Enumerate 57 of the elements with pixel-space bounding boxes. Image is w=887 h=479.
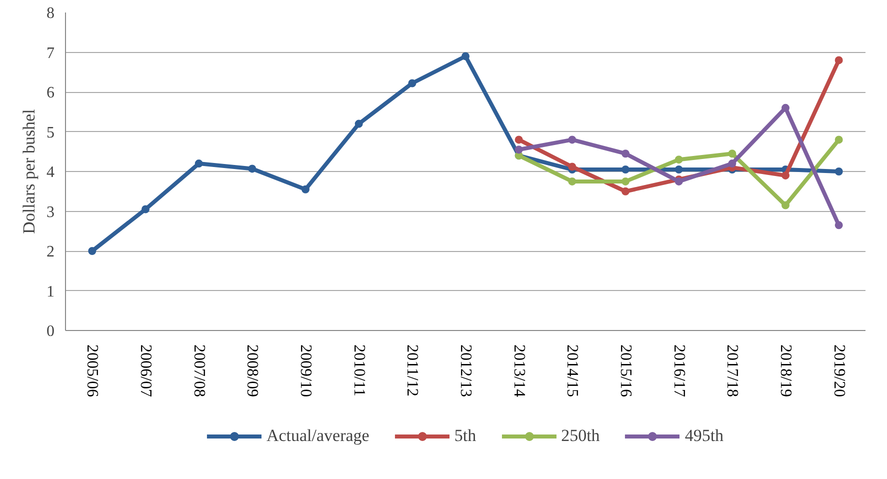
point bbox=[142, 205, 150, 214]
y-tick-label: 4 bbox=[46, 164, 54, 181]
point bbox=[622, 150, 630, 158]
x-tick-label: 2008/09 bbox=[244, 344, 261, 397]
y-tick-label: 3 bbox=[46, 204, 54, 221]
point bbox=[834, 56, 843, 64]
point bbox=[674, 156, 683, 164]
point bbox=[728, 160, 736, 168]
y-tick-label: 0 bbox=[46, 323, 54, 340]
point bbox=[568, 177, 576, 186]
point bbox=[622, 166, 630, 174]
legend-label: 495th bbox=[684, 426, 724, 446]
x-tick-label: 2014/15 bbox=[564, 344, 581, 397]
point bbox=[194, 160, 203, 168]
point bbox=[782, 104, 790, 112]
point bbox=[514, 136, 523, 144]
x-tick-label: 2016/17 bbox=[670, 344, 688, 397]
x-tick-label: 2013/14 bbox=[510, 344, 528, 397]
legend-label: Actual/average bbox=[266, 426, 370, 446]
point bbox=[622, 187, 630, 196]
point bbox=[462, 52, 470, 60]
y-tick-label: 5 bbox=[46, 124, 54, 142]
legend-label: 250th bbox=[561, 426, 600, 446]
point bbox=[302, 185, 310, 194]
x-tick-label: 2009/10 bbox=[297, 344, 314, 397]
point bbox=[248, 164, 256, 173]
x-tick-label: 2012/13 bbox=[457, 344, 474, 397]
point bbox=[834, 221, 843, 230]
x-tick-label: 2018/19 bbox=[777, 344, 794, 397]
point bbox=[354, 120, 363, 128]
point bbox=[568, 136, 576, 144]
y-tick-label: 2 bbox=[46, 244, 54, 260]
x-tick-label: 2017/18 bbox=[724, 344, 741, 397]
point bbox=[834, 136, 843, 144]
x-tick-label: 2015/16 bbox=[617, 344, 634, 397]
point bbox=[674, 166, 683, 174]
x-tick-label: 2005/06 bbox=[84, 344, 101, 397]
y-axis-title: Dollars per bushel bbox=[20, 108, 38, 234]
point bbox=[408, 79, 416, 88]
point bbox=[622, 177, 630, 186]
legend-label: 5th bbox=[454, 426, 476, 446]
y-tick-label: 8 bbox=[46, 5, 54, 22]
point bbox=[728, 150, 736, 158]
point bbox=[782, 201, 790, 210]
y-tick-label: 1 bbox=[46, 283, 54, 300]
y-tick-label: 7 bbox=[46, 44, 54, 62]
x-tick-label: 2019/20 bbox=[830, 344, 848, 397]
point bbox=[834, 168, 843, 176]
y-tick-label: 6 bbox=[46, 84, 54, 102]
point bbox=[514, 146, 523, 154]
x-tick-label: 2007/08 bbox=[190, 344, 208, 397]
x-tick-label: 2010/11 bbox=[350, 344, 368, 396]
x-tick-label: 2011/12 bbox=[404, 344, 421, 396]
x-tick-label: 2006/07 bbox=[137, 344, 154, 397]
point bbox=[88, 247, 96, 255]
point bbox=[782, 171, 790, 180]
point bbox=[568, 162, 576, 171]
